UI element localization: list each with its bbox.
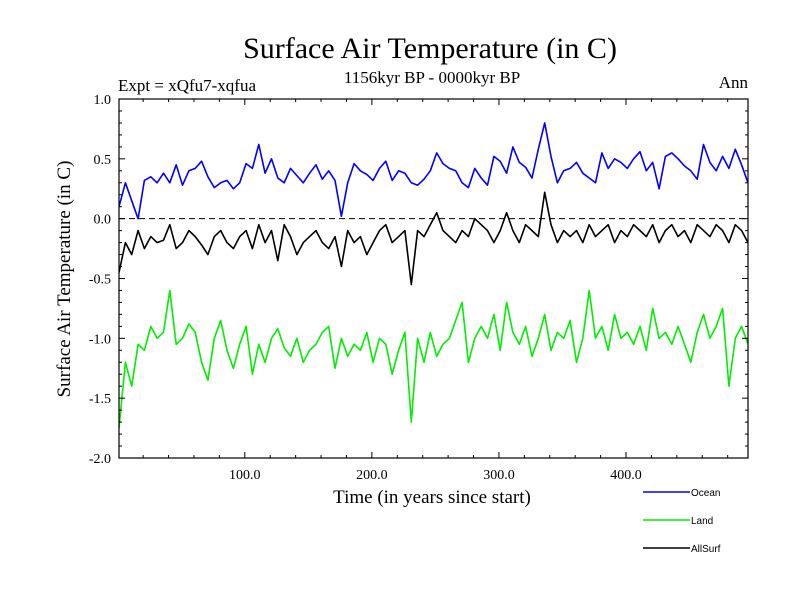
y-axis-label: Surface Air Temperature (in C) bbox=[54, 161, 75, 398]
x-axis-label: Time (in years since start) bbox=[333, 487, 531, 508]
x-tick-label: 200.0 bbox=[356, 468, 388, 483]
x-axis: 100.0 200.0 300.0 400.0 bbox=[142, 99, 729, 483]
y-tick-label: -1.0 bbox=[89, 332, 111, 347]
y-tick-label: -1.5 bbox=[89, 392, 111, 407]
chart-subtitle: 1156kyr BP - 0000kyr BP bbox=[344, 68, 520, 87]
legend-label-allsurf: AllSurf bbox=[691, 544, 721, 555]
y-tick-label: 0.0 bbox=[94, 213, 112, 228]
y-tick-label: 0.5 bbox=[94, 153, 112, 168]
series-line-land bbox=[119, 289, 748, 429]
series-line-allsurf bbox=[119, 191, 748, 286]
legend-label-ocean: Ocean bbox=[691, 488, 720, 499]
x-tick-label: 100.0 bbox=[229, 468, 261, 483]
period-label: Ann bbox=[719, 73, 749, 92]
y-tick-label: -0.5 bbox=[89, 273, 111, 288]
y-axis: 1.0 0.5 0.0 -0.5 -1.0 -1.5 -2.0 bbox=[89, 93, 748, 467]
y-tick-label: 1.0 bbox=[94, 93, 112, 108]
plot-frame bbox=[118, 98, 749, 459]
x-tick-label: 300.0 bbox=[483, 468, 515, 483]
x-tick-label: 400.0 bbox=[610, 468, 642, 483]
chart-title: Surface Air Temperature (in C) bbox=[243, 32, 617, 65]
legend: Ocean Land AllSurf bbox=[643, 488, 721, 555]
y-tick-label: -2.0 bbox=[89, 452, 111, 467]
experiment-label: Expt = xQfu7-xqfua bbox=[118, 76, 256, 95]
series-line-ocean bbox=[119, 122, 748, 220]
legend-label-land: Land bbox=[691, 516, 713, 527]
series-group bbox=[119, 122, 748, 429]
